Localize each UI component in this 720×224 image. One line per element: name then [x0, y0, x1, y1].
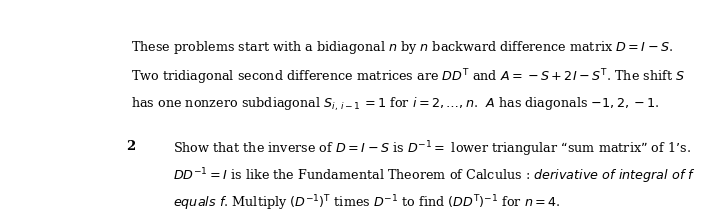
Text: $DD^{-1} = I$ is like the Fundamental Theorem of Calculus : $\mathit{derivative\: $DD^{-1} = I$ is like the Fundamental Th…: [173, 167, 696, 186]
Text: has one nonzero subdiagonal $S_{i,\,i-1}\, = 1$ for $i = 2,\ldots,n$.  $A$ has d: has one nonzero subdiagonal $S_{i,\,i-1}…: [131, 96, 660, 113]
Text: $\mathit{equals}$ $f$. Multiply $(D^{-1})^{\mathrm{T}}$ times $D^{-1}$ to find $: $\mathit{equals}$ $f$. Multiply $(D^{-1}…: [173, 193, 560, 213]
Text: Show that the inverse of $D = I - S$ is $D^{-1} =$ lower triangular “sum matrix”: Show that the inverse of $D = I - S$ is …: [173, 140, 690, 159]
Text: 2: 2: [126, 140, 135, 153]
Text: These problems start with a bidiagonal $n$ by $n$ backward difference matrix $D : These problems start with a bidiagonal $…: [131, 39, 673, 56]
Text: Two tridiagonal second difference matrices are $DD^{\mathrm{T}}$ and $A = -S + 2: Two tridiagonal second difference matric…: [131, 67, 685, 87]
